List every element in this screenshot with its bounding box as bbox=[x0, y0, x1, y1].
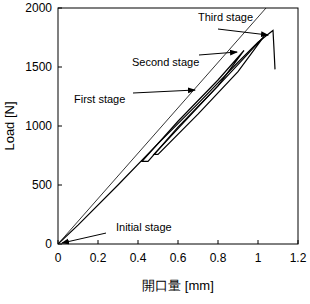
x-tick bbox=[178, 240, 179, 244]
annotation-arrow bbox=[199, 52, 237, 55]
x-tick bbox=[298, 240, 299, 244]
x-tick bbox=[258, 240, 259, 244]
series-line bbox=[58, 8, 266, 244]
y-tick-label: 2000 bbox=[25, 1, 52, 15]
y-tick-label: 1500 bbox=[25, 60, 52, 74]
x-tick-label: 0 bbox=[55, 251, 62, 265]
y-tick bbox=[58, 185, 62, 186]
y-tick-label: 500 bbox=[32, 178, 52, 192]
x-tick bbox=[138, 240, 139, 244]
x-tick-label: 1.2 bbox=[290, 251, 307, 265]
x-tick bbox=[98, 240, 99, 244]
annotation: First stage bbox=[74, 93, 125, 105]
annotation: Third stage bbox=[198, 11, 253, 23]
x-tick-label: 0.4 bbox=[130, 251, 147, 265]
plot-frame bbox=[58, 8, 298, 244]
chart: 0 0.2 0.4 0.6 0.8 1 1.2 0 500 1000 1500 2000 開口量 [mm… bbox=[0, 0, 310, 304]
x-tick-label: 1 bbox=[255, 251, 262, 265]
x-tick bbox=[218, 240, 219, 244]
y-tick-label: 1000 bbox=[25, 119, 52, 133]
series-line bbox=[58, 30, 275, 244]
x-axis-label: 開口量 [mm] bbox=[142, 278, 214, 293]
x-tick-label: 0.2 bbox=[90, 251, 107, 265]
x-tick-label: 0.8 bbox=[210, 251, 227, 265]
annotation: Initial stage bbox=[116, 221, 172, 233]
plot-area bbox=[58, 8, 275, 244]
series-line bbox=[154, 36, 264, 154]
y-axis-label: Load [N] bbox=[2, 101, 17, 150]
annotation-arrow bbox=[133, 90, 195, 93]
y-tick bbox=[58, 67, 62, 68]
y-tick bbox=[58, 8, 62, 9]
annotation-arrow bbox=[62, 233, 106, 243]
annotation-arrow bbox=[218, 29, 268, 35]
annotation: Second stage bbox=[132, 56, 199, 68]
x-tick-label: 0.6 bbox=[170, 251, 187, 265]
y-tick bbox=[58, 126, 62, 127]
y-tick-label: 0 bbox=[45, 237, 52, 251]
